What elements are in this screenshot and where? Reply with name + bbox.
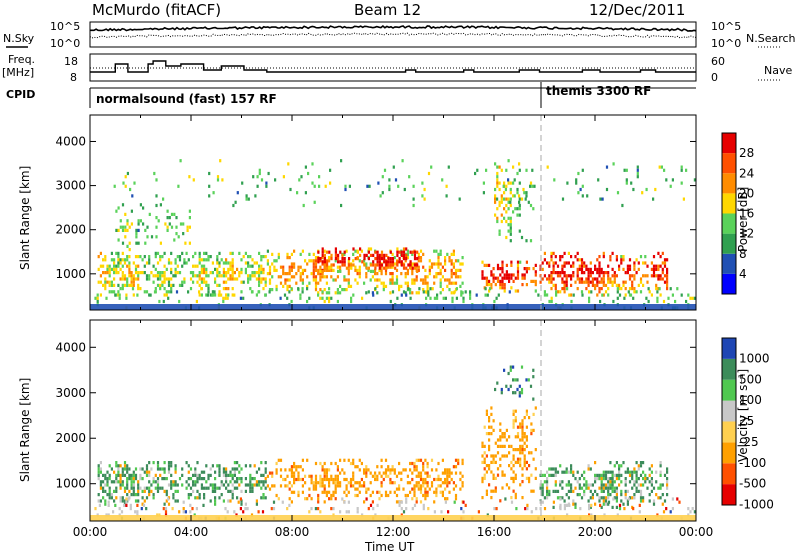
velocity-colorbar-tick: -500 bbox=[739, 477, 766, 491]
power-colorbar-segment bbox=[722, 173, 736, 194]
power-ytick-label: 3000 bbox=[55, 179, 86, 193]
nave-tick-bottom: 0 bbox=[711, 71, 718, 84]
frequency-trace bbox=[90, 60, 696, 73]
nsearch-label: N.Search bbox=[746, 32, 796, 45]
time-tick-label: 20:00 bbox=[578, 525, 613, 539]
power-colorbar-label: Power [dB] bbox=[736, 186, 750, 252]
velocity-colorbar-segment bbox=[722, 400, 736, 422]
power-colorbar-segment bbox=[722, 213, 736, 234]
velocity-colorbar-frame bbox=[721, 337, 737, 506]
power-colorbar-segment bbox=[722, 133, 736, 154]
nsky-label: N.Sky bbox=[3, 32, 35, 45]
power-colorbar-tick: 8 bbox=[739, 247, 747, 261]
velocity-ylabel: Slant Range [km] bbox=[18, 377, 32, 482]
velocity-frame bbox=[89, 319, 697, 522]
velocity-colorbar-segment bbox=[722, 442, 736, 464]
velocity-colorbar-tick: -25 bbox=[739, 435, 759, 449]
power-colorbar-tick: 4 bbox=[739, 267, 747, 281]
velocity-colorbar-tick: 25 bbox=[739, 414, 754, 428]
nave-tick-top: 60 bbox=[711, 55, 725, 68]
time-tick-label: 00:00 bbox=[679, 525, 714, 539]
velocity-colorbar-segment bbox=[722, 421, 736, 443]
power-ytick-label: 4000 bbox=[55, 134, 86, 148]
time-tick-label: 08:00 bbox=[275, 525, 310, 539]
velocity-ytick-label: 4000 bbox=[55, 340, 86, 354]
noise-tick-left-top: 10^5 bbox=[50, 20, 81, 33]
freq-tick-bottom: 8 bbox=[70, 71, 77, 84]
power-colorbar-tick: 16 bbox=[739, 207, 754, 221]
time-tick-label: 12:00 bbox=[376, 525, 411, 539]
beam-title: Beam 12 bbox=[354, 1, 422, 19]
velocity-colorbar-tick: 500 bbox=[739, 372, 762, 386]
noise-strip-frame bbox=[89, 21, 697, 48]
station-title: McMurdo (fitACF) bbox=[92, 1, 222, 19]
freq-label: Freq. bbox=[8, 53, 36, 66]
time-tick-label: 16:00 bbox=[477, 525, 512, 539]
cpid-program-1: normalsound (fast) 157 RF bbox=[96, 92, 277, 106]
power-colorbar-segment bbox=[722, 193, 736, 214]
velocity-colorbar-segment bbox=[722, 379, 736, 401]
velocity-ytick-label: 3000 bbox=[55, 386, 86, 400]
date-title: 12/Dec/2011 bbox=[589, 1, 686, 19]
velocity-colorbar-segment bbox=[722, 338, 736, 359]
velocity-colorbar-tick: -100 bbox=[739, 456, 766, 470]
power-colorbar-segment bbox=[722, 153, 736, 174]
velocity-ytick-label: 1000 bbox=[55, 477, 86, 491]
nsearch-trace bbox=[89, 32, 697, 39]
noise-tick-right-bottom: 10^0 bbox=[711, 37, 742, 50]
velocity-ytick-label: 2000 bbox=[55, 431, 86, 445]
velocity-colorbar-tick: 1000 bbox=[739, 351, 770, 365]
power-colorbar-segment bbox=[722, 273, 736, 294]
velocity-colorbar-tick: 100 bbox=[739, 393, 762, 407]
x-axis-label: Time UT bbox=[365, 540, 415, 554]
power-colorbar-segment bbox=[722, 233, 736, 254]
freq-tick-top: 18 bbox=[64, 55, 78, 68]
time-tick-label: 04:00 bbox=[174, 525, 209, 539]
mhz-label: [MHz] bbox=[2, 66, 35, 79]
power-colorbar-tick: 24 bbox=[739, 166, 754, 180]
velocity-colorbar-segment bbox=[722, 358, 736, 380]
noise-tick-left-bottom: 10^0 bbox=[50, 37, 81, 50]
noise-tick-right-top: 10^5 bbox=[711, 20, 742, 33]
power-colorbar-frame bbox=[721, 132, 737, 295]
power-ylabel: Slant Range [km] bbox=[18, 165, 32, 270]
power-ytick-label: 2000 bbox=[55, 223, 86, 237]
velocity-heatmap bbox=[94, 365, 696, 520]
power-heatmap bbox=[94, 159, 696, 310]
nsky-trace bbox=[90, 24, 697, 32]
power-colorbar-tick: 12 bbox=[739, 227, 754, 241]
power-colorbar-segment bbox=[722, 253, 736, 274]
power-colorbar-tick: 28 bbox=[739, 146, 754, 160]
cpid-label: CPID bbox=[6, 88, 36, 101]
velocity-colorbar-segment bbox=[722, 484, 736, 505]
nave-label: Nave bbox=[764, 64, 793, 77]
velocity-colorbar-tick: -1000 bbox=[739, 498, 774, 512]
power-ytick-label: 1000 bbox=[55, 267, 86, 281]
time-tick-label: 00:00 bbox=[73, 525, 108, 539]
velocity-colorbar-label: Velocity [m s⁻¹] bbox=[736, 368, 750, 462]
velocity-colorbar-segment bbox=[722, 463, 736, 485]
power-colorbar-tick: 20 bbox=[739, 186, 754, 200]
